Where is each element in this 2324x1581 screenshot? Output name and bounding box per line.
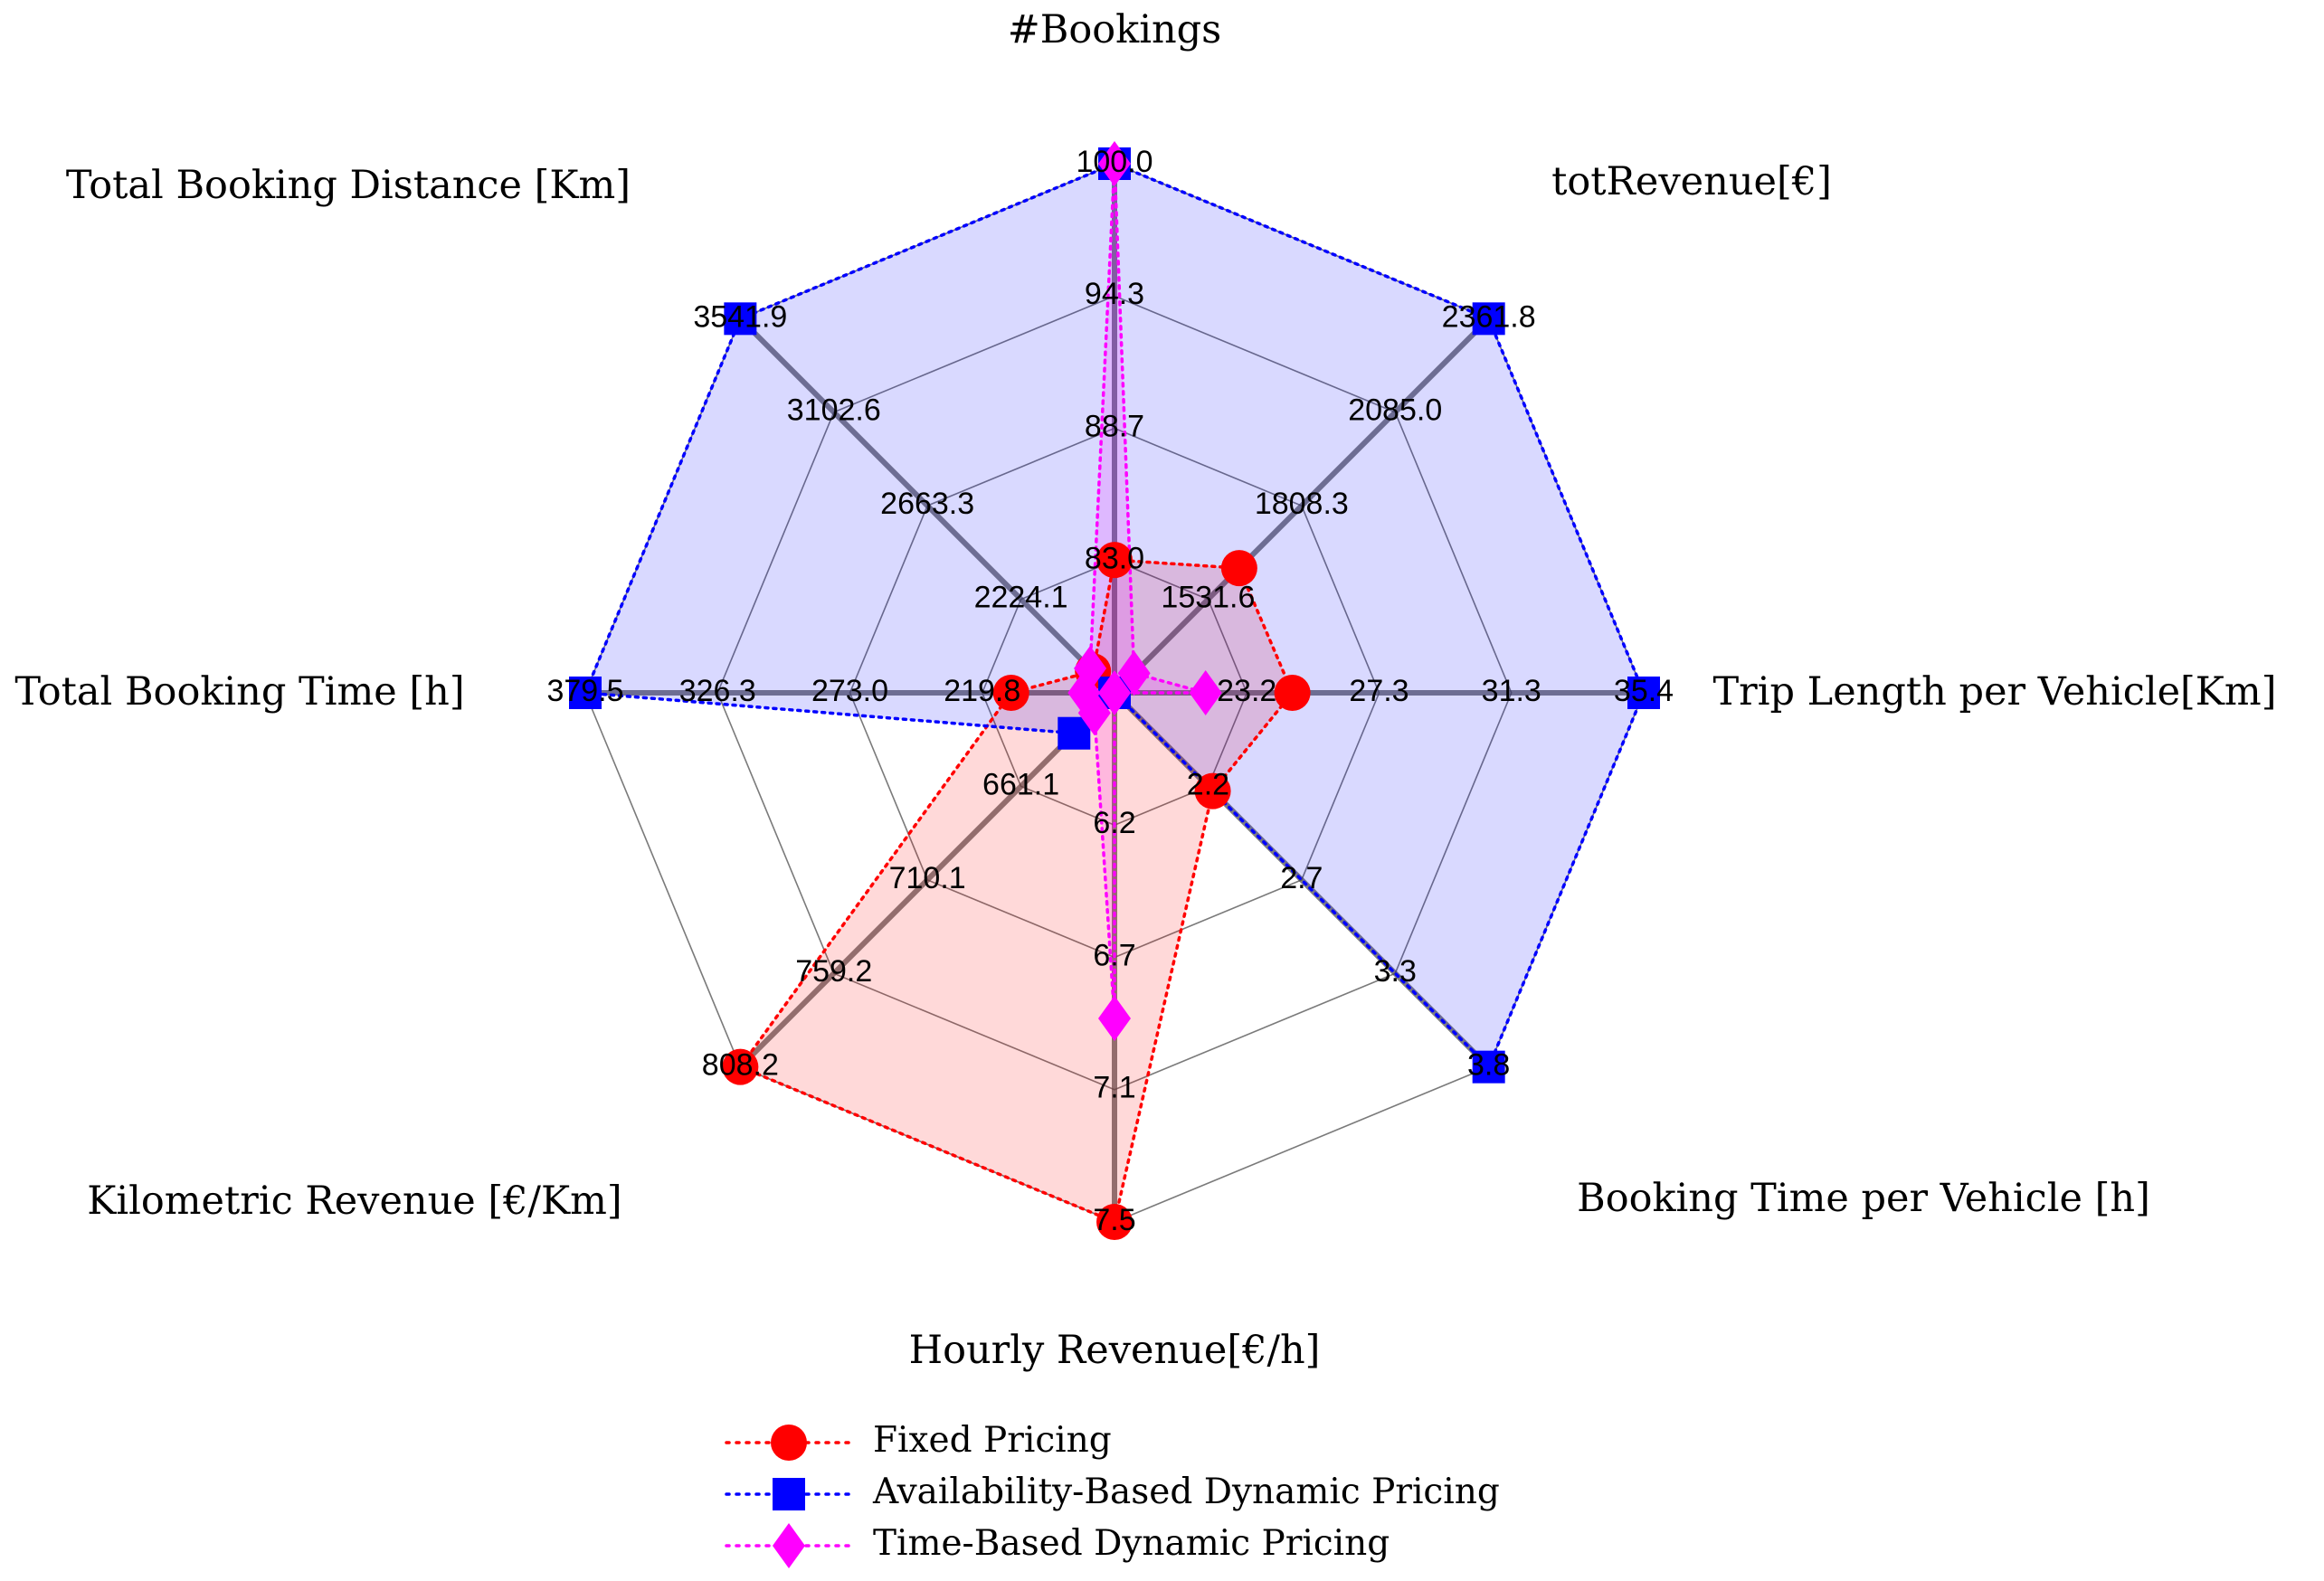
tick-label-layer: 83.0 88.7 94.3 100.0 1808.3 2085.0 2361.8 27.3 3…: [546, 145, 1674, 1237]
series-2-point-7: [569, 677, 602, 709]
series-3-point-3: [1189, 670, 1222, 715]
tick-label: 2224.1: [974, 581, 1068, 615]
tick-label: 2085.0: [1348, 393, 1442, 428]
axis-spoke-6: [738, 690, 1117, 1069]
axis-title: Booking Time per Vehicle [h]: [1577, 1176, 2150, 1221]
tick-label: 3.3: [1374, 954, 1417, 989]
series-3-point-2: [1117, 650, 1151, 696]
series-3-point-8: [1074, 646, 1107, 692]
tick-label: 710.1: [889, 861, 966, 895]
tick-label: 3541.9: [693, 299, 787, 334]
series-1-point-5: [1096, 1204, 1133, 1240]
tick-label: 379.5: [546, 674, 623, 708]
axis-spoke-2: [1112, 317, 1491, 696]
tick-label: 808.2: [702, 1048, 779, 1083]
legend-label: Fixed Pricing: [873, 1420, 1112, 1461]
tick-label: 23.2: [1217, 674, 1276, 708]
legend: Fixed Pricing Availability-Based Dynamic …: [725, 1420, 1500, 1568]
axis-title: Total Booking Time [h]: [14, 669, 464, 715]
tick-label: 94.3: [1085, 277, 1144, 311]
tick-label: 3102.6: [787, 393, 881, 428]
tick-label: 31.3: [1482, 674, 1541, 708]
series-1-point-7: [992, 675, 1029, 711]
series-2-point-8: [724, 302, 757, 336]
tick-label: 661.1: [982, 767, 1059, 801]
tick-label: 2.7: [1280, 861, 1323, 895]
series-3-point-5: [1098, 996, 1131, 1041]
series-2-point-2: [1472, 302, 1505, 336]
legend-label: Time-Based Dynamic Pricing: [873, 1523, 1390, 1564]
axis-title: #Bookings: [1008, 7, 1222, 52]
tick-label: 2361.8: [1442, 299, 1536, 334]
tick-label: 2663.3: [880, 487, 974, 521]
axis-title: Total Booking Distance [Km]: [66, 163, 631, 208]
tick-label: 219.8: [944, 674, 1020, 708]
tick-label: 7.1: [1093, 1071, 1135, 1105]
series-area-3: [1084, 164, 1206, 1018]
tick-label: 1531.6: [1161, 581, 1255, 615]
tick-label: 2.2: [1187, 767, 1229, 801]
legend-label: Availability-Based Dynamic Pricing: [872, 1472, 1500, 1512]
axis-title-layer: #Bookings totRevenue[€] Trip Length per Ve…: [14, 7, 2276, 1373]
tick-label: 7.5: [1093, 1203, 1135, 1237]
tick-label: 759.2: [795, 954, 872, 989]
series-2-point-4: [1472, 1050, 1505, 1084]
tick-label: 326.3: [679, 674, 756, 708]
tick-label: 1808.3: [1255, 487, 1349, 521]
tick-label: 3.8: [1467, 1048, 1510, 1083]
axis-title: totRevenue[€]: [1551, 159, 1832, 204]
series-3-point-4: [1098, 670, 1131, 715]
legend-marker: [773, 1523, 805, 1568]
series-layer: [569, 141, 1660, 1240]
axis-title: Trip Length per Vehicle[Km]: [1713, 669, 2277, 715]
legend-marker: [771, 1425, 807, 1461]
series-1-point-3: [1274, 675, 1311, 711]
series-2-point-3: [1627, 677, 1660, 709]
axis-spoke-8: [738, 317, 1117, 696]
series-1-point-4: [1194, 772, 1231, 809]
tick-label: 83.0: [1085, 542, 1144, 576]
tick-label: 273.0: [811, 674, 888, 708]
tick-label: 6.7: [1093, 938, 1135, 972]
series-1-point-6: [722, 1048, 759, 1085]
series-3-point-1: [1098, 141, 1131, 186]
series-2-point-6: [1058, 716, 1091, 750]
tick-label: 6.2: [1093, 806, 1135, 840]
series-area-1: [740, 560, 1293, 1222]
tick-label: 35.4: [1614, 674, 1674, 708]
series-1-point-1: [1096, 542, 1133, 579]
series-1-point-2: [1220, 550, 1257, 587]
series-area-2: [585, 164, 1644, 1067]
tick-label: 88.7: [1085, 409, 1144, 443]
axis-title: Kilometric Revenue [€/Km]: [87, 1179, 621, 1224]
axis-title: Hourly Revenue[€/h]: [909, 1328, 1321, 1373]
tick-label: 100.0: [1076, 145, 1153, 179]
legend-marker: [773, 1478, 805, 1510]
tick-label: 27.3: [1349, 674, 1409, 708]
